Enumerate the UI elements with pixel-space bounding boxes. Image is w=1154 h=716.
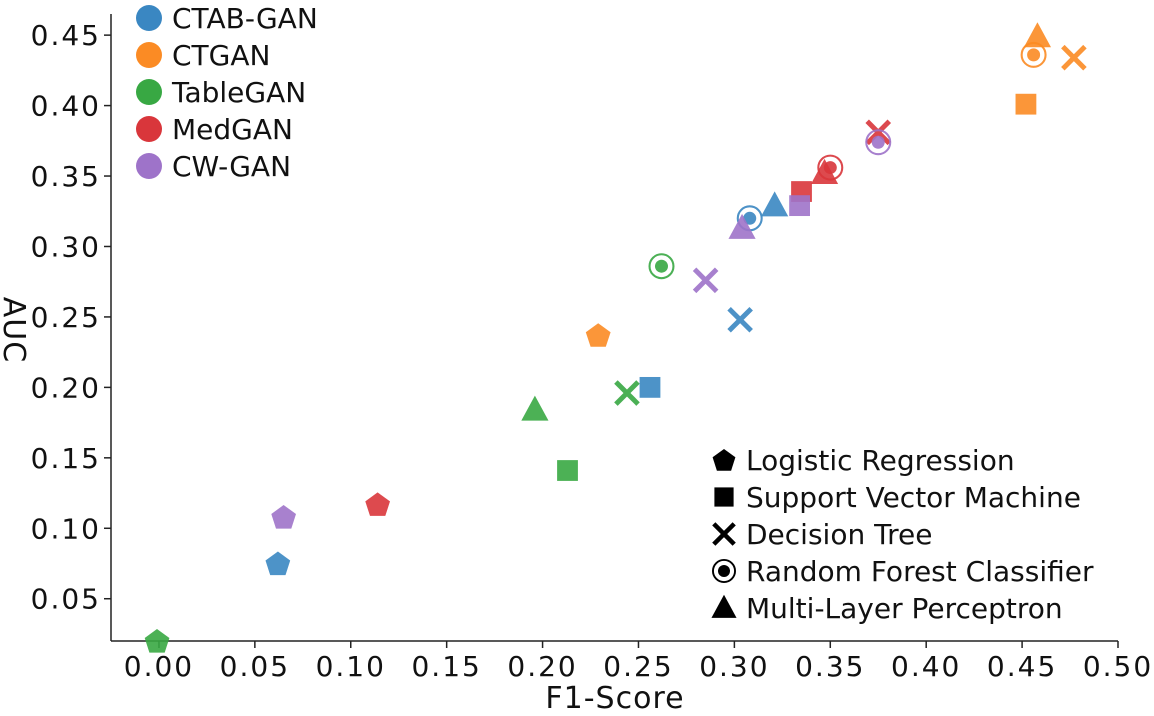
point-ctgan-multi-layer-perceptron (1023, 22, 1052, 48)
legend-swatch (136, 153, 162, 179)
point-medgan-decision-tree (865, 119, 892, 146)
x-tick-label: 0.35 (795, 650, 865, 683)
legend-swatch (136, 42, 162, 68)
point-cw-gan-random-forest-classifier (865, 129, 892, 156)
x-tick-label: 0.40 (891, 650, 961, 683)
point-cw-gan-support-vector-machine (789, 195, 810, 217)
legend-label: CTAB-GAN (172, 2, 318, 35)
y-tick-label: 0.45 (31, 19, 101, 52)
point-tablegan-logistic-regression (144, 629, 170, 653)
point-ctgan-logistic-regression (585, 323, 611, 347)
y-tick-label: 0.20 (31, 371, 101, 404)
legend-label: Decision Tree (746, 518, 932, 551)
point-tablegan-decision-tree (614, 380, 640, 406)
x-axis-title: F1-Score (545, 681, 684, 716)
legend-item-medgan: MedGAN (136, 113, 293, 146)
x-tick-label: 0.30 (699, 650, 769, 683)
y-tick-label: 0.15 (31, 442, 101, 475)
legend-marker-pentagon (712, 449, 736, 471)
x-tick-label: 0.50 (1083, 650, 1153, 683)
legend-item-multi-layer-perceptron: Multi-Layer Perceptron (711, 592, 1063, 625)
legend-swatch (136, 116, 162, 142)
y-axis-title: AUC (0, 297, 31, 363)
legend-label: TableGAN (171, 76, 306, 109)
legend-label: CW-GAN (172, 150, 291, 183)
legend-item-cw-gan: CW-GAN (136, 150, 291, 183)
y-tick-label: 0.05 (31, 583, 101, 616)
point-tablegan-multi-layer-perceptron (521, 395, 549, 421)
point-tablegan-support-vector-machine (557, 460, 578, 481)
legend-marker-ring (712, 559, 737, 584)
point-medgan-multi-layer-perceptron (810, 158, 839, 184)
legend-marker-x (712, 522, 736, 546)
point-ctab-gan-support-vector-machine (639, 376, 661, 398)
x-tick-label: 0.15 (411, 650, 481, 683)
y-tick-label: 0.30 (31, 230, 101, 263)
y-tick-label: 0.40 (31, 90, 101, 123)
y-tick-label: 0.25 (31, 301, 101, 334)
point-ctgan-decision-tree (1061, 44, 1087, 71)
point-ctab-gan-multi-layer-perceptron (761, 191, 789, 217)
x-tick-label: 0.45 (987, 650, 1057, 683)
y-tick-label: 0.35 (31, 160, 101, 193)
x-tick-label: 0.25 (603, 650, 673, 683)
legend-swatch (136, 5, 162, 31)
legend-label: Multi-Layer Perceptron (746, 592, 1063, 625)
point-medgan-logistic-regression (365, 492, 390, 516)
legend-item-ctab-gan: CTAB-GAN (136, 2, 318, 35)
legend-item-logistic-regression: Logistic Regression (712, 444, 1015, 477)
axes: 0.00 0.05 0.10 0.15 0.20 0.25 0.30 0.35 0.40 0.45… (31, 14, 1153, 683)
legend-item-support-vector-machine: Support Vector Machine (714, 481, 1081, 514)
y-tick-label: 0.10 (31, 512, 101, 545)
point-ctab-gan-logistic-regression (265, 551, 291, 576)
point-ctab-gan-decision-tree (727, 306, 753, 333)
legend-swatch (136, 79, 162, 105)
legend-item-random-forest-classifier: Random Forest Classifier (712, 555, 1094, 588)
legend-marker-triangle (711, 594, 737, 618)
legend-label: Support Vector Machine (746, 481, 1081, 514)
point-cw-gan-multi-layer-perceptron (728, 213, 756, 239)
legend-item-ctgan: CTGAN (136, 39, 270, 72)
legend-item-decision-tree: Decision Tree (712, 518, 932, 551)
point-ctgan-support-vector-machine (1015, 93, 1037, 115)
data-points (144, 22, 1087, 653)
point-cw-gan-logistic-regression (271, 505, 296, 529)
legend-label: MedGAN (172, 113, 293, 146)
point-tablegan-random-forest-classifier (648, 253, 675, 280)
legend-label: Random Forest Classifier (746, 555, 1094, 588)
legend-marker-square (714, 487, 734, 507)
legend-classifiers: Logistic Regression Support Vector Machin… (711, 444, 1094, 625)
x-tick-label: 0.05 (220, 650, 290, 683)
x-tick-label: 0.20 (507, 650, 577, 683)
legend-item-tablegan: TableGAN (136, 76, 306, 109)
legend-label: Logistic Regression (746, 444, 1015, 477)
point-cw-gan-decision-tree (692, 267, 719, 294)
x-tick-label: 0.10 (316, 650, 386, 683)
legend-models: CTAB-GAN CTGAN TableGAN MedGAN CW-GAN (136, 2, 318, 183)
legend-label: CTGAN (172, 39, 270, 72)
x-tick-label: 0.00 (124, 650, 194, 683)
